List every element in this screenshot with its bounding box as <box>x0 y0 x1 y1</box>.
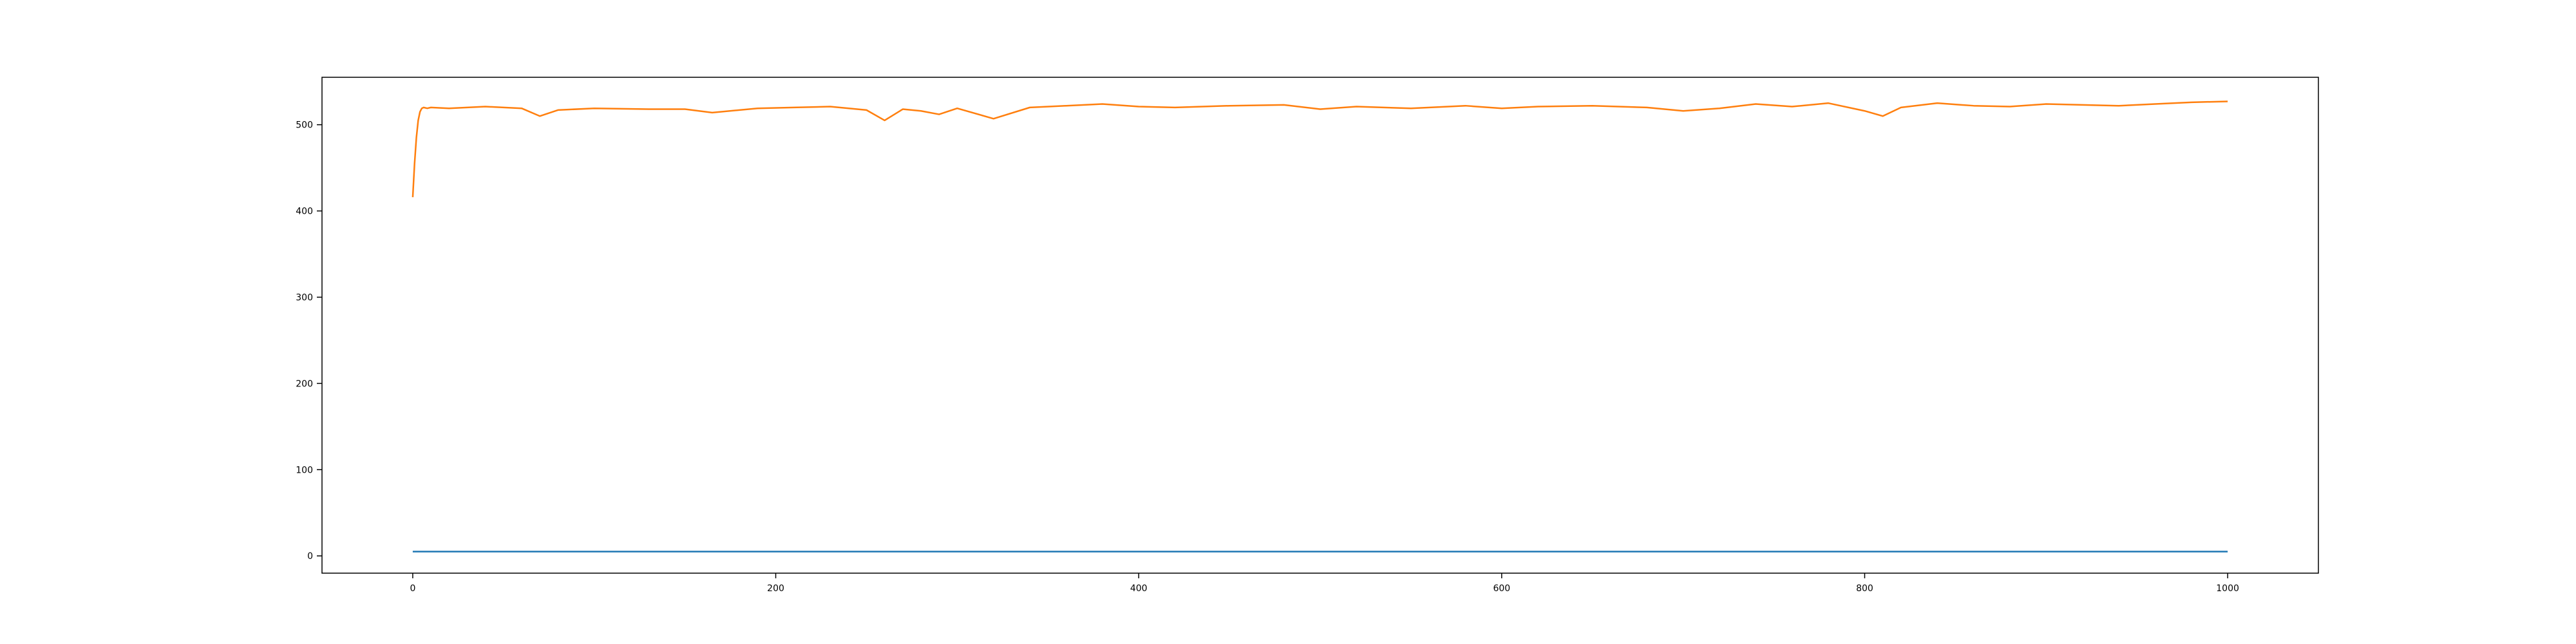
x-tick-label: 800 <box>1856 583 1873 594</box>
x-tick-label: 600 <box>1493 583 1510 594</box>
tick-layer: 0 200 400 600 800 1000 0 100 200 300 400 500 <box>296 120 2239 594</box>
y-tick-label: 0 <box>307 551 313 562</box>
x-tick-label: 200 <box>767 583 784 594</box>
y-tick-label: 400 <box>296 207 313 217</box>
x-tick-label: 1000 <box>2216 583 2239 594</box>
y-tick-label: 100 <box>296 465 313 475</box>
series-line-2 <box>412 100 2228 198</box>
plot-frame <box>321 77 2319 574</box>
x-tick-label: 400 <box>1130 583 1148 594</box>
series-layer <box>412 100 2228 553</box>
y-tick-label: 200 <box>296 379 313 389</box>
y-tick-label: 500 <box>296 120 313 131</box>
x-tick-label: 0 <box>410 583 415 594</box>
plot-area <box>322 77 2318 573</box>
y-tick-label: 300 <box>296 292 313 303</box>
